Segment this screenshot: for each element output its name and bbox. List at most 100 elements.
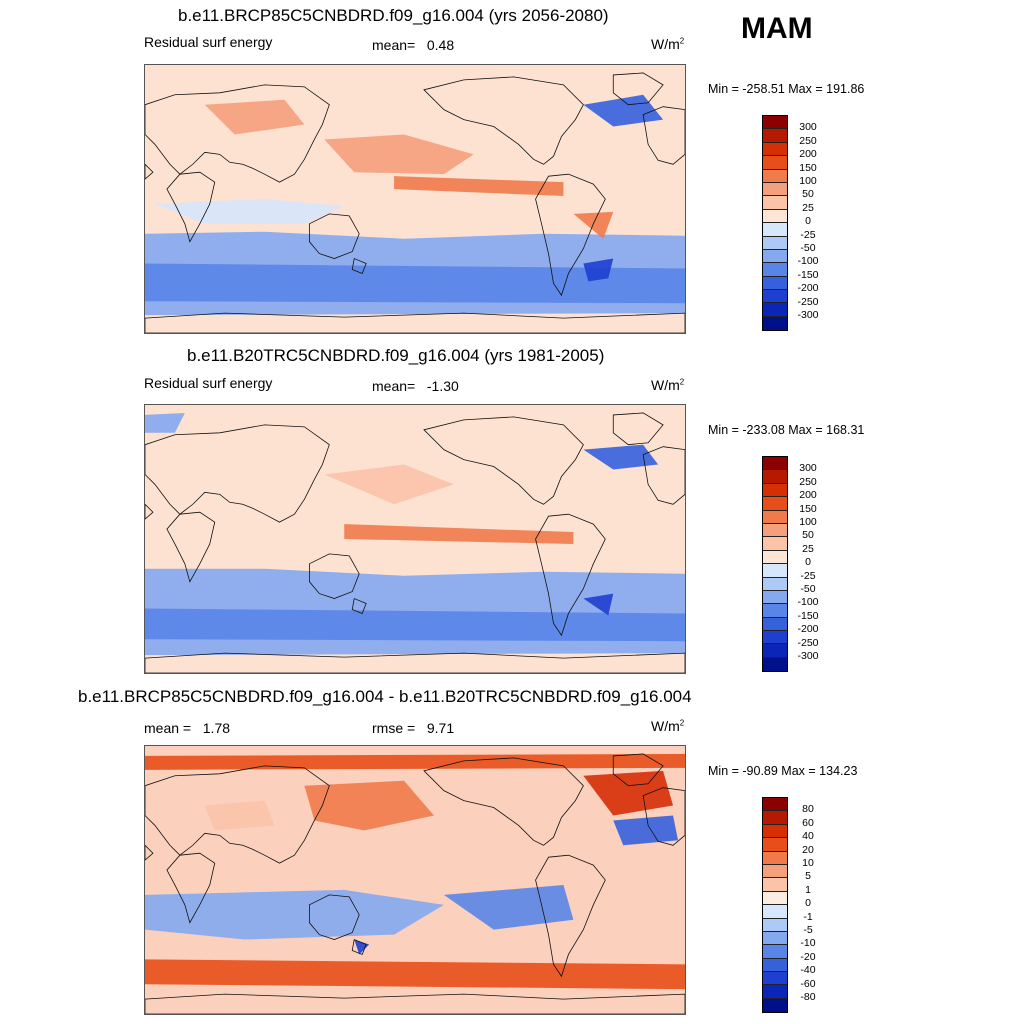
colorbar-tick-label: -200 (797, 623, 819, 636)
panel-2-map (144, 404, 686, 674)
colorbar-tick-label: 20 (802, 843, 814, 856)
coastline (642, 787, 685, 846)
colorbar-tick-label: -40 (800, 964, 816, 977)
colorbar-swatch (763, 223, 787, 237)
colorbar-swatch (763, 196, 787, 210)
panel-1-variable-label: Residual surf energy (144, 34, 273, 50)
coastline (145, 844, 154, 861)
coastline (351, 597, 367, 614)
field-region (583, 258, 614, 282)
coastline (166, 171, 216, 243)
coastline (423, 757, 584, 846)
field-region (324, 464, 454, 505)
field-region (145, 412, 185, 433)
colorbar-tick-label: 5 (805, 870, 811, 883)
panel-1-units-text: W/m (651, 36, 680, 52)
colorbar-tick-label: 300 (799, 121, 817, 134)
field-region (573, 211, 614, 239)
panel-3-rmse-label: rmse = (372, 720, 416, 736)
colorbar-swatch (763, 564, 787, 578)
colorbar-swatch (763, 209, 787, 224)
field-region (583, 593, 614, 616)
panel-2-min-max: Min = -233.08 Max = 168.31 (708, 423, 865, 437)
season-label: MAM (741, 12, 813, 45)
colorbar-tick-label: 10 (802, 857, 814, 869)
colorbar-swatch (763, 590, 787, 605)
colorbar-swatch (763, 604, 787, 618)
colorbar-tick-label: -150 (797, 609, 819, 622)
colorbar-swatch (763, 156, 787, 170)
colorbar-swatch (763, 497, 787, 511)
coastline (145, 424, 330, 523)
field-region (443, 884, 574, 930)
colorbar-tick-label: -50 (800, 583, 816, 595)
panel-1-mean: mean= 0.48 (372, 37, 454, 53)
panel-3-mean: mean = 1.78 (144, 720, 230, 736)
colorbar-tick-label: 100 (799, 516, 817, 528)
coastline (145, 503, 154, 520)
colorbar-swatch (763, 918, 787, 932)
colorbar-swatch (763, 985, 787, 999)
panel-2-units-text: W/m (651, 377, 680, 393)
panel-2-mean-value: -1.30 (426, 378, 459, 394)
colorbar-swatch (763, 116, 787, 130)
colorbar-tick-label: 50 (802, 529, 814, 542)
colorbar-swatch (763, 905, 787, 919)
colorbar-swatch (763, 972, 787, 986)
colorbar-tick-label: -100 (797, 255, 819, 268)
colorbar-tick-label: -1 (803, 910, 813, 923)
coastline (166, 511, 216, 583)
colorbar-swatch (763, 824, 787, 839)
colorbar-tick-label: -80 (800, 991, 816, 1003)
colorbar-swatch (763, 864, 787, 879)
colorbar-tick-label: -100 (797, 596, 819, 609)
coastline (145, 163, 154, 180)
field-region (583, 444, 659, 470)
colorbar-tick-label: 0 (805, 215, 811, 228)
panel-3-rmse: rmse = 9.71 (372, 720, 454, 736)
colorbar-tick-label: 25 (802, 201, 814, 214)
colorbar-swatch (763, 657, 787, 672)
colorbar-swatch (763, 129, 787, 143)
colorbar-swatch (763, 958, 787, 973)
field-region (145, 889, 444, 940)
coastline (308, 894, 360, 940)
colorbar-tick-label: 25 (802, 542, 814, 555)
coastline (612, 412, 664, 446)
colorbar-swatch (763, 537, 787, 551)
colorbar-tick-label: 40 (802, 830, 814, 843)
colorbar-tick-label: 250 (799, 475, 817, 488)
colorbar-tick-label: -25 (800, 569, 816, 582)
panel-2-mean-label: mean= (372, 378, 416, 394)
coastline (145, 84, 330, 183)
coastline (166, 852, 216, 924)
colorbar-swatch (763, 236, 787, 250)
coastline (145, 765, 330, 864)
colorbar-swatch (763, 798, 787, 812)
coastline (308, 553, 360, 599)
colorbar-tick-label: 50 (802, 188, 814, 201)
panel-2-units-exp: 2 (679, 377, 685, 387)
colorbar-swatch (763, 510, 787, 524)
field-region (583, 770, 674, 816)
coastline (642, 106, 685, 165)
panel-1-min-max: Min = -258.51 Max = 191.86 (708, 82, 865, 96)
field-region (145, 753, 685, 770)
colorbar-tick-label: 200 (799, 148, 817, 161)
colorbar-swatch (763, 945, 787, 959)
coastline (351, 257, 367, 274)
coastline (145, 993, 685, 1014)
coastline (423, 76, 584, 165)
colorbar-swatch (763, 276, 787, 291)
colorbar-tick-label: 300 (799, 462, 817, 475)
coastline (642, 446, 685, 505)
field-region (613, 815, 679, 846)
colorbar-swatch (763, 891, 787, 906)
colorbar-tick-label: -20 (800, 950, 816, 963)
coastline (308, 213, 360, 259)
field-region (204, 800, 275, 831)
panel-1-title: b.e11.BRCP85C5CNBDRD.f09_g16.004 (yrs 20… (178, 6, 609, 25)
colorbar-tick-label: -300 (797, 650, 819, 662)
colorbar-tick-label: 60 (802, 816, 814, 829)
panel-1-map (144, 64, 686, 334)
